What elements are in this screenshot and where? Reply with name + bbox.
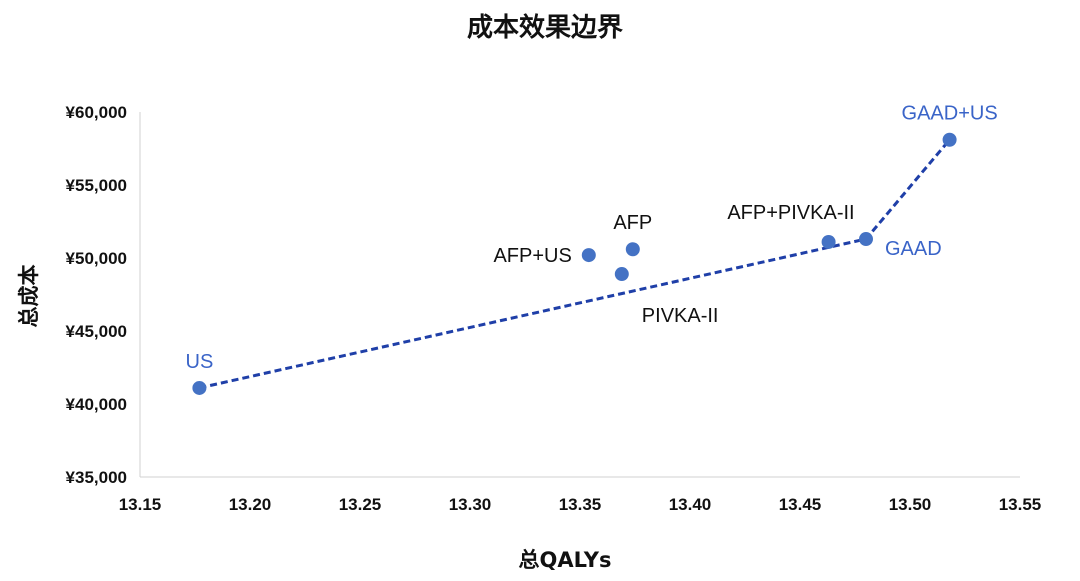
y-tick-labels: ¥35,000 ¥40,000 ¥45,000 ¥50,000 ¥55,000 ¥60,0… bbox=[66, 103, 127, 487]
data-point bbox=[192, 380, 207, 395]
data-point bbox=[821, 234, 836, 249]
x-tick-label: 13.55 bbox=[999, 495, 1042, 514]
y-axis-title: 总成本 bbox=[17, 265, 41, 328]
y-tick-label: ¥35,000 bbox=[66, 468, 127, 487]
x-tick-label: 13.30 bbox=[449, 495, 492, 514]
x-tick-label: 13.20 bbox=[229, 495, 272, 514]
data-point bbox=[581, 248, 596, 263]
y-tick-label: ¥55,000 bbox=[66, 176, 127, 195]
x-tick-labels: 13.15 13.20 13.25 13.30 13.35 13.40 13.45 13.50… bbox=[119, 495, 1042, 514]
y-tick-label: ¥50,000 bbox=[66, 249, 127, 268]
x-tick-label: 13.45 bbox=[779, 495, 822, 514]
data-point-label: GAAD+US bbox=[902, 103, 998, 125]
data-point-label: GAAD bbox=[885, 238, 942, 260]
y-tick-label: ¥45,000 bbox=[66, 322, 127, 341]
x-tick-label: 13.25 bbox=[339, 495, 382, 514]
data-point-label: US bbox=[186, 351, 214, 373]
chart-title: 成本效果边界 bbox=[467, 12, 623, 43]
data-point-label: AFP+US bbox=[493, 245, 571, 267]
data-point-label: AFP bbox=[613, 212, 652, 234]
data-point-label: PIVKA-II bbox=[642, 305, 719, 327]
data-point bbox=[942, 132, 957, 147]
efficiency-frontier-line bbox=[199, 138, 951, 390]
x-tick-label: 13.40 bbox=[669, 495, 712, 514]
y-tick-label: ¥60,000 bbox=[66, 103, 127, 122]
x-tick-label: 13.35 bbox=[559, 495, 602, 514]
data-point-label: AFP+PIVKA-II bbox=[727, 202, 854, 224]
x-tick-label: 13.15 bbox=[119, 495, 162, 514]
data-point bbox=[614, 267, 629, 282]
data-point bbox=[859, 232, 873, 247]
data-points bbox=[192, 132, 957, 395]
data-point-labels: US AFP+US PIVKA-II AFP AFP+PIVKA-II GAAD GAAD+… bbox=[186, 103, 998, 373]
x-tick-label: 13.50 bbox=[889, 495, 932, 514]
x-axis-title: 总QALYs bbox=[519, 548, 612, 572]
data-point bbox=[625, 242, 640, 257]
y-tick-label: ¥40,000 bbox=[66, 395, 127, 414]
